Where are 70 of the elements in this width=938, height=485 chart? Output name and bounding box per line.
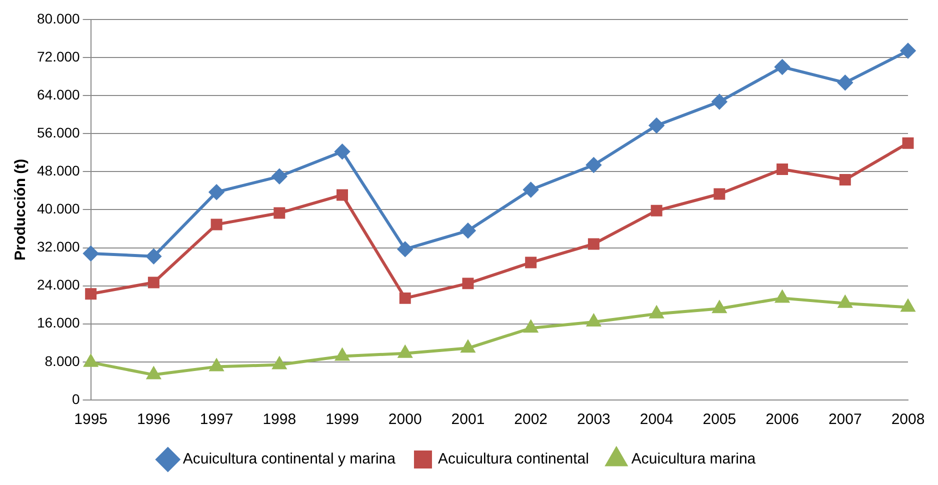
point (399, 292, 411, 304)
point (838, 75, 853, 90)
point (461, 340, 475, 353)
legend-label: Acuicultura marina (631, 450, 756, 468)
point (588, 238, 600, 250)
point (524, 320, 538, 333)
y-tick-label: 24.000 (36, 276, 80, 293)
point (398, 346, 412, 358)
y-tick-label: 72.000 (36, 48, 80, 64)
point (650, 306, 664, 318)
y-tick-label: 32.000 (36, 238, 80, 255)
y-tick-label: 16.000 (36, 314, 80, 331)
y-tick-label: 56.000 (36, 124, 80, 140)
y-axis-title: Producción (t) (12, 158, 30, 261)
point (146, 367, 160, 380)
legend-label: Acuicultura continental y marina (182, 450, 396, 468)
point (586, 157, 602, 172)
x-tick-label: 2005 (702, 411, 736, 428)
y-tick-label: 40.000 (36, 200, 80, 217)
point (901, 300, 915, 312)
point (146, 248, 162, 264)
x-tick-label: 2002 (514, 411, 548, 428)
point (774, 59, 790, 74)
point (148, 276, 160, 288)
x-tick-label: 2001 (451, 411, 485, 428)
point (272, 357, 286, 370)
point (334, 144, 350, 160)
y-tick-label: 0 (72, 390, 80, 407)
point (902, 137, 914, 149)
point (460, 223, 476, 238)
point (209, 184, 224, 200)
point (900, 43, 916, 58)
x-tick-label: 1999 (326, 411, 359, 428)
x-tick-label: 1996 (136, 411, 170, 428)
x-tick-label: 1997 (200, 411, 234, 428)
point (85, 288, 97, 300)
x-tick-label: 2004 (640, 411, 674, 428)
point (776, 164, 788, 176)
point (712, 301, 726, 314)
point (210, 359, 224, 372)
x-tick-label: 2008 (891, 411, 925, 428)
point (649, 118, 664, 133)
point (587, 314, 600, 326)
point (776, 290, 789, 303)
y-tick-label: 8.000 (44, 352, 80, 369)
point (336, 189, 348, 201)
point (523, 182, 538, 198)
x-tick-label: 1998 (262, 411, 296, 428)
point (525, 256, 537, 268)
legend-label: Acuicultura continental (438, 450, 589, 468)
x-tick-label: 2003 (577, 411, 610, 428)
x-tick-label: 2000 (388, 411, 422, 428)
point (714, 188, 726, 200)
point (274, 207, 286, 219)
point (650, 204, 662, 216)
point (712, 94, 727, 110)
x-tick-label: 1995 (74, 411, 108, 428)
point (398, 242, 413, 257)
y-tick-label: 64.000 (36, 86, 80, 102)
x-tick-label: 2007 (828, 411, 862, 428)
point (336, 348, 349, 361)
point (210, 218, 222, 230)
point (838, 296, 852, 308)
y-tick-label: 80.000 (36, 10, 80, 26)
point (462, 278, 474, 290)
point (839, 174, 851, 186)
x-tick-label: 2006 (766, 411, 799, 428)
point (83, 246, 98, 261)
y-tick-label: 48.000 (36, 162, 80, 178)
point (272, 168, 287, 184)
